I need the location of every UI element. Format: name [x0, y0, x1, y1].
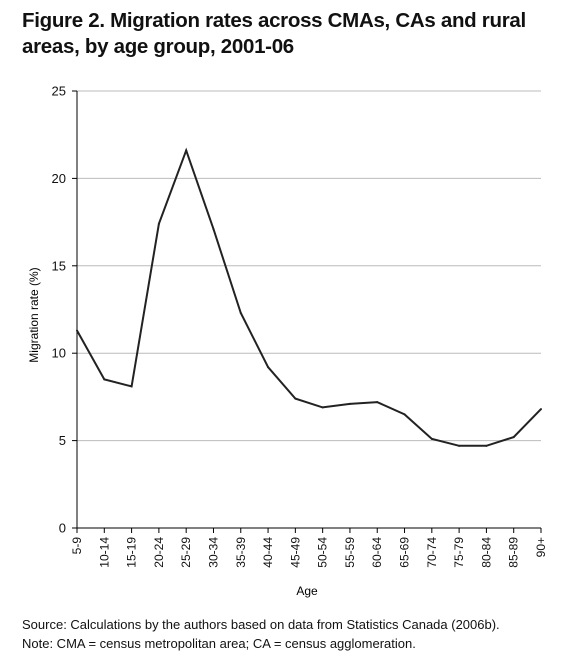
chart-title: Figure 2. Migration rates across CMAs, C…: [22, 9, 526, 58]
y-tick-label: 15: [52, 258, 66, 273]
data-point: [76, 329, 78, 332]
x-tick-label: 45-49: [288, 537, 302, 568]
axes: [76, 91, 541, 529]
x-tick-label: 10-14: [97, 537, 111, 568]
data-point: [376, 401, 379, 404]
data-point: [321, 406, 324, 409]
data-point: [485, 444, 488, 447]
data-point: [540, 408, 542, 411]
y-tick-label: 25: [52, 84, 66, 99]
x-tick-label: 70-74: [425, 537, 439, 568]
data-point: [212, 228, 215, 231]
data-point: [185, 149, 188, 152]
x-axis-label: Age: [296, 584, 318, 598]
x-tick-label: 35-39: [234, 537, 248, 568]
data-point: [403, 413, 406, 416]
x-tick-label: 30-34: [206, 537, 220, 568]
x-tick-label: 80-84: [479, 537, 493, 568]
x-tick-label: 40-44: [261, 537, 275, 568]
x-tick-label: 90+: [534, 537, 548, 557]
x-tick-label: 25-29: [179, 537, 193, 568]
figure-notes: Source: Calculations by the authors base…: [22, 615, 582, 653]
data-point: [294, 397, 297, 400]
gridlines: [77, 90, 541, 442]
x-tick-label: 50-54: [316, 537, 330, 568]
x-axis-ticks: 5-9 10-14 15-19 20-24 25-29 30-34 35-39 40-44 45…: [70, 528, 548, 568]
data-point: [130, 385, 133, 388]
y-axis-ticks: 0 5 10 15 20 25: [52, 84, 77, 536]
data-point: [430, 437, 433, 440]
y-tick-label: 0: [59, 521, 66, 536]
series-line: [76, 147, 542, 447]
x-tick-label: 60-64: [370, 537, 384, 568]
data-point: [348, 402, 351, 405]
y-tick-label: 20: [52, 171, 66, 186]
data-point: [239, 311, 242, 314]
y-axis-label: Migration rate (%): [27, 267, 41, 362]
source-note: Source: Calculations by the authors base…: [22, 617, 500, 632]
data-series: [76, 147, 542, 447]
data-point: [267, 366, 270, 369]
x-tick-label: 65-69: [398, 537, 412, 568]
y-tick-label: 5: [59, 433, 66, 448]
x-tick-label: 5-9: [70, 537, 84, 555]
data-point: [103, 378, 106, 381]
y-tick-label: 10: [52, 346, 66, 361]
x-tick-label: 75-79: [452, 537, 466, 568]
x-tick-label: 15-19: [125, 537, 139, 568]
x-tick-label: 20-24: [152, 537, 166, 568]
abbreviation-note: Note: CMA = census metropolitan area; CA…: [22, 636, 416, 651]
x-tick-label: 85-89: [507, 537, 521, 568]
data-point: [157, 222, 160, 225]
x-tick-label: 55-59: [343, 537, 357, 568]
data-point: [512, 436, 515, 439]
data-point: [458, 444, 461, 447]
